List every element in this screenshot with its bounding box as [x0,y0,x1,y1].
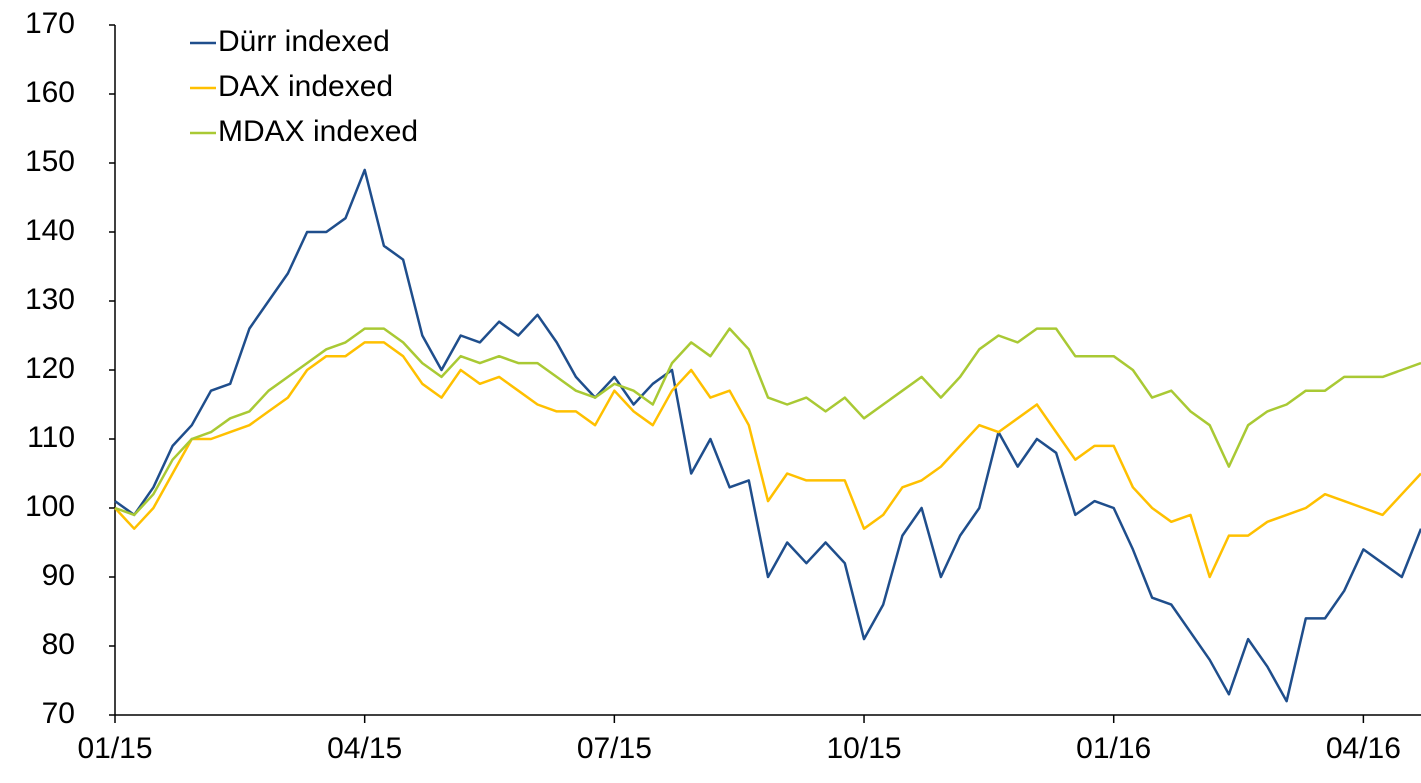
x-tick-label: 04/15 [327,732,402,765]
y-tick-label: 170 [25,7,75,40]
x-tick-label: 07/15 [577,732,652,765]
x-tick-label: 01/16 [1076,732,1151,765]
x-tick-label: 10/15 [826,732,901,765]
y-tick-label: 110 [27,421,75,454]
x-tick-label: 01/15 [77,732,152,765]
x-tick-label: 04/16 [1326,732,1401,765]
y-tick-label: 160 [25,76,75,109]
series-line [114,341,1421,579]
y-tick-label: 130 [25,283,75,316]
y-tick-label: 120 [25,352,75,385]
y-tick-label: 70 [42,697,75,730]
legend-label: DAX indexed [218,70,393,103]
legend-label: MDAX indexed [218,115,418,148]
y-tick-label: 90 [42,559,75,592]
legend-label: Dürr indexed [218,25,390,58]
y-tick-label: 140 [25,214,75,247]
series-line [114,327,1421,517]
y-tick-label: 150 [25,145,75,178]
y-tick-label: 100 [25,490,75,523]
y-tick-label: 80 [42,628,75,661]
series-line [114,168,1421,703]
